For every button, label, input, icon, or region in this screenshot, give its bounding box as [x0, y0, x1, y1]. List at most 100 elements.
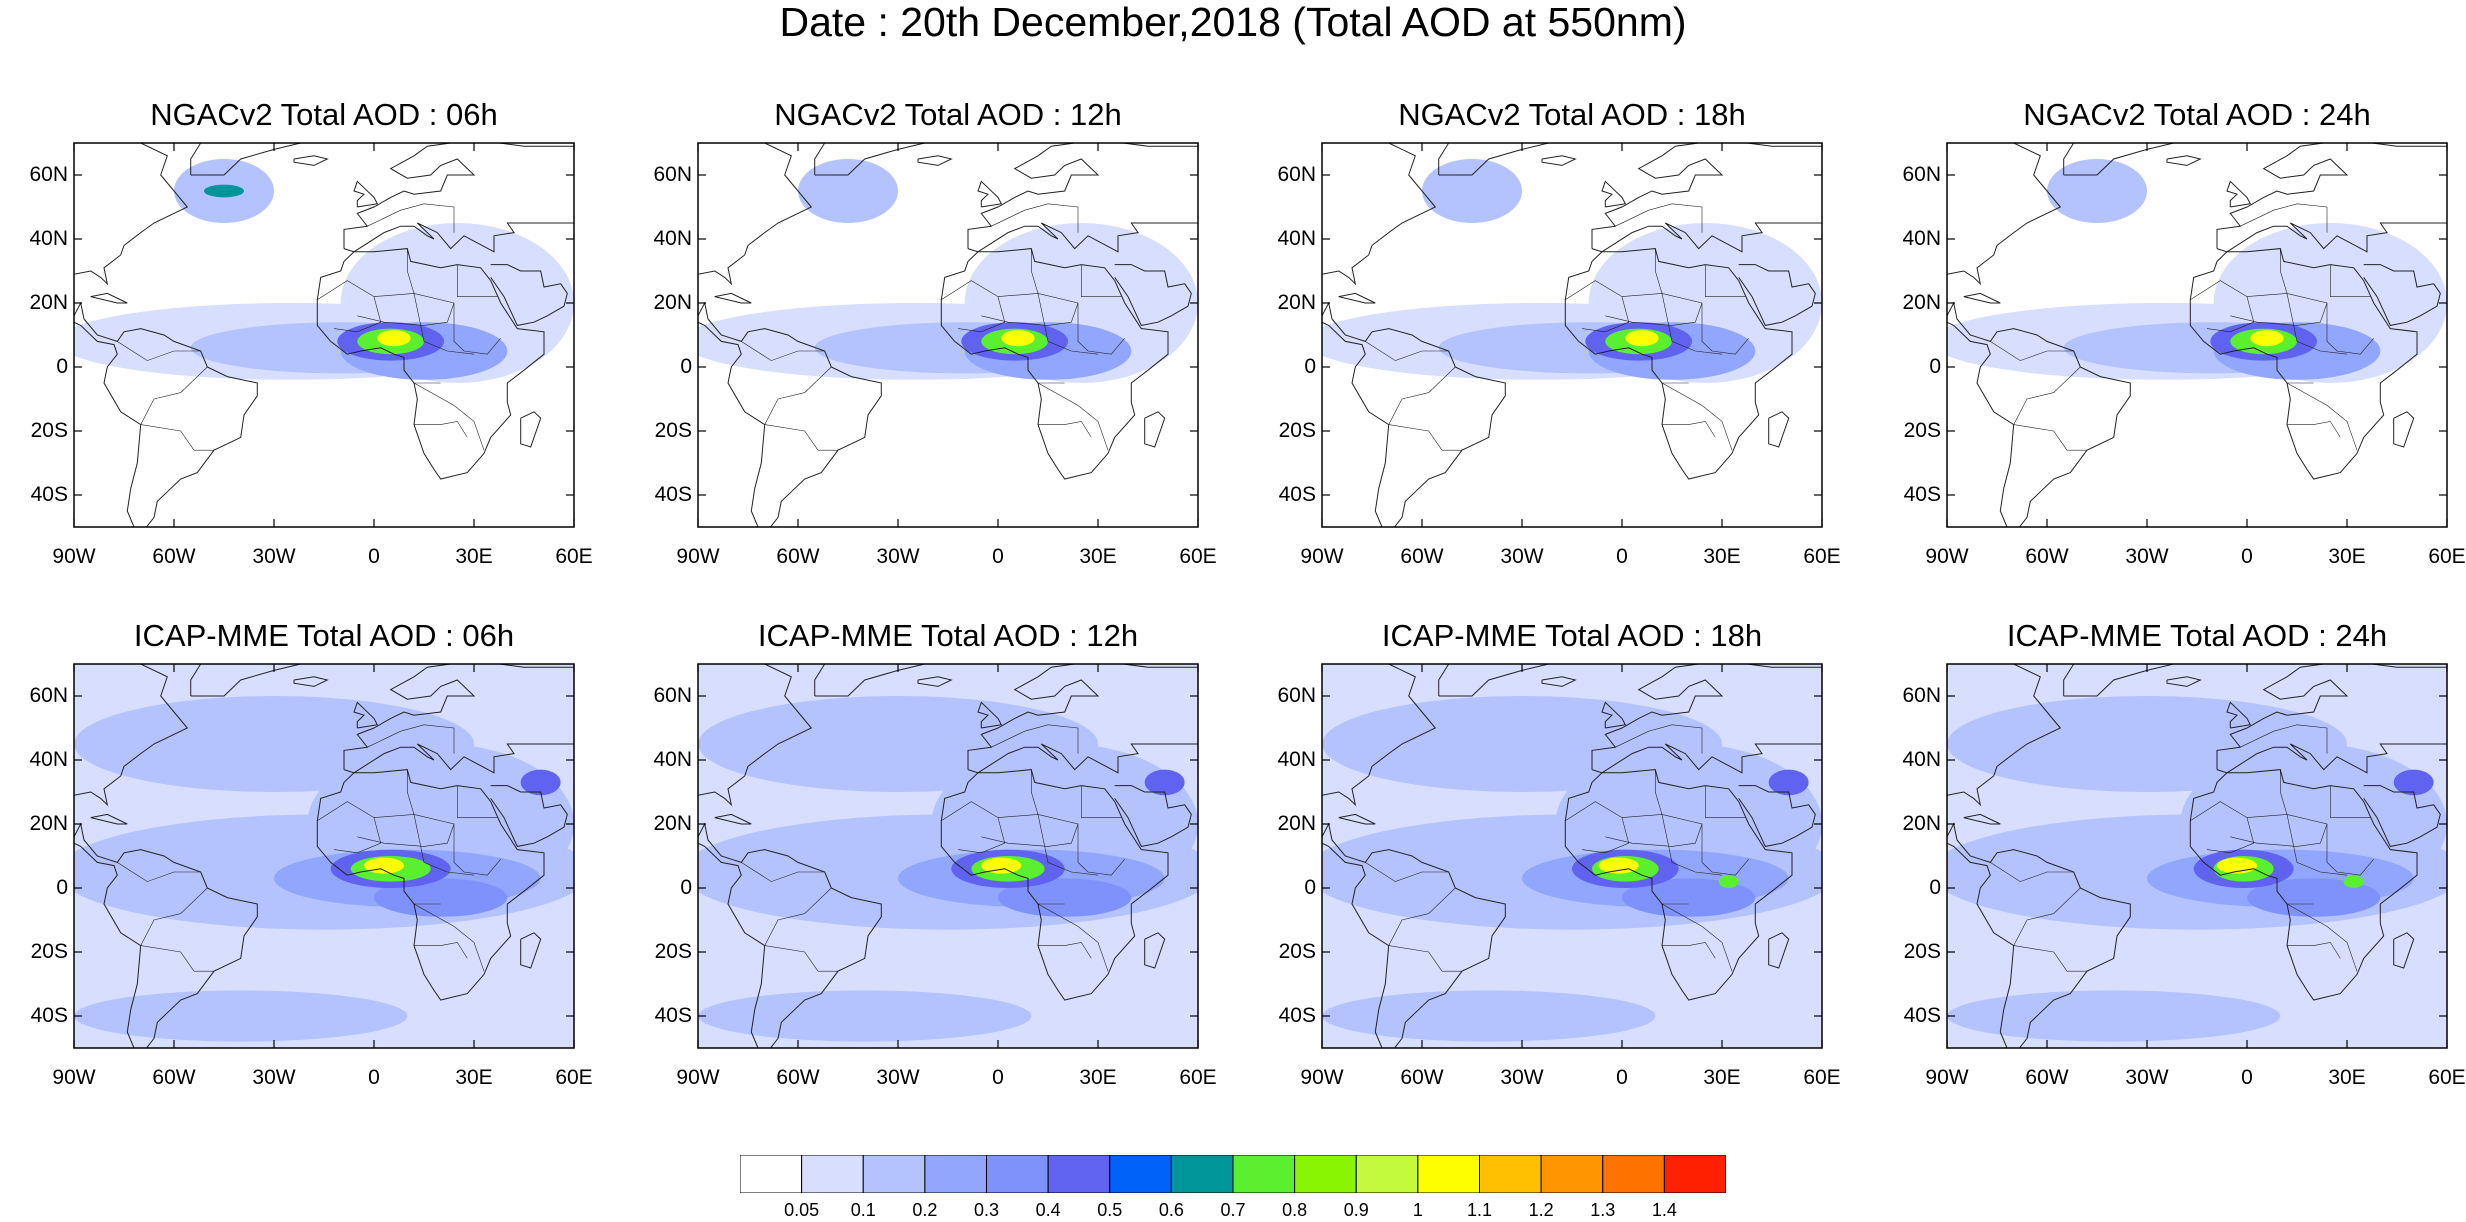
lon-tick-label: 30E: [2328, 545, 2366, 568]
country-border: [1615, 203, 1703, 233]
country-border: [413, 293, 475, 355]
coastline: [74, 822, 258, 1048]
lon-tick-label: 30W: [252, 545, 296, 568]
colorbar-label: 0.4: [1035, 1200, 1061, 1220]
colorbar: [740, 1155, 1726, 1193]
lon-tick-label: 30W: [1500, 1066, 1544, 1089]
lon-tick-label: 60E: [2428, 545, 2466, 568]
country-border: [1605, 823, 1703, 847]
country-border: [941, 801, 1079, 850]
lat-tick-label: 40S: [1278, 483, 1316, 506]
coastline: [316, 769, 545, 1001]
country-border: [1660, 382, 1733, 451]
country-border: [1661, 814, 1723, 876]
coastline: [490, 785, 568, 847]
lon-tick-label: 30E: [1703, 545, 1741, 568]
colorbar-swatch: [1355, 1155, 1419, 1193]
aod-map: [1321, 142, 1823, 528]
country-border: [1654, 769, 1663, 815]
aod-field: [1625, 330, 1659, 347]
lon-tick-label: 60E: [1179, 545, 1217, 568]
lon-tick-label: 60E: [2428, 1066, 2466, 1089]
aod-field: [1947, 696, 2347, 792]
country-border: [2240, 724, 2328, 754]
coastline: [814, 143, 925, 176]
lat-tick-label: 40N: [653, 748, 692, 771]
lat-tick-label: 40N: [29, 227, 68, 250]
coastline: [190, 664, 301, 697]
lat-tick-label: 0: [1929, 355, 1941, 378]
aod-map: [73, 142, 575, 528]
country-border: [1080, 785, 1122, 818]
coastline: [1947, 143, 2062, 286]
aod-map: [697, 663, 1199, 1049]
colorbar-swatch: [1294, 1155, 1357, 1193]
aod-field: [374, 878, 508, 917]
coastline: [714, 292, 752, 304]
map-panel: ICAP-MME Total AOD : 06h 60N 40N 20N 0 20S 40S…: [29, 618, 592, 1089]
map-panel: NGACv2 Total AOD : 24h 60N 40N 20N 0 20S 40S 90…: [1902, 97, 2465, 568]
country-border: [991, 203, 1079, 233]
aod-map: [1946, 142, 2448, 528]
lon-tick-label: 0: [2241, 545, 2253, 568]
coastline: [1144, 411, 1166, 448]
coastline: [293, 155, 329, 166]
country-border: [1662, 421, 1716, 438]
coastline: [2393, 932, 2415, 969]
coastline: [1541, 676, 1577, 687]
lon-tick-label: 90W: [676, 545, 720, 568]
lon-tick-label: 30E: [455, 545, 493, 568]
coastline: [1947, 664, 2062, 807]
country-border: [333, 296, 382, 333]
aod-field: [1598, 857, 1639, 874]
lon-tick-label: 60W: [776, 545, 820, 568]
country-border: [741, 341, 825, 361]
lat-tick-label: 40N: [1277, 748, 1316, 771]
lat-tick-label: 20N: [1277, 291, 1316, 314]
coastline: [293, 676, 329, 687]
colorbar-swatch: [1047, 1155, 1111, 1193]
country-border: [317, 801, 455, 850]
country-border: [1581, 817, 1630, 854]
coastline: [698, 143, 813, 286]
lon-tick-label: 0: [2241, 1066, 2253, 1089]
country-border: [117, 862, 201, 882]
coastline: [1738, 785, 1816, 847]
country-border: [2190, 280, 2328, 329]
coastline: [2216, 143, 2447, 249]
coastline: [74, 143, 189, 286]
lon-tick-label: 30W: [252, 1066, 296, 1089]
lat-tick-label: 60N: [29, 684, 68, 707]
coastline: [1144, 932, 1166, 969]
colorbar-swatch: [1479, 1155, 1542, 1193]
country-border: [1990, 341, 2074, 361]
country-border: [2013, 945, 2087, 972]
lon-tick-label: 30E: [2328, 1066, 2366, 1089]
country-border: [957, 817, 1006, 854]
lon-tick-label: 60E: [1803, 1066, 1841, 1089]
lon-tick-label: 60E: [1179, 1066, 1217, 1089]
country-border: [367, 724, 455, 754]
coastline: [1601, 180, 1627, 208]
colorbar-label: 1: [1412, 1200, 1423, 1220]
coastline: [967, 743, 1198, 774]
country-border: [2279, 769, 2288, 815]
aod-map: [1321, 663, 1823, 1049]
lon-tick-label: 90W: [52, 1066, 96, 1089]
map-frame: [73, 663, 575, 1049]
country-border: [764, 887, 832, 946]
coastline: [698, 301, 882, 527]
country-border: [357, 302, 455, 326]
map-frame: [697, 142, 1199, 528]
aod-field: [364, 857, 404, 874]
country-border: [1605, 302, 1703, 326]
lon-tick-label: 60W: [2025, 545, 2069, 568]
coastline: [343, 743, 574, 774]
lon-tick-label: 90W: [1925, 545, 1969, 568]
coastline: [1322, 664, 1437, 807]
coastline: [2226, 701, 2252, 729]
country-border: [140, 945, 214, 972]
coastline: [2226, 180, 2252, 208]
lon-tick-label: 90W: [52, 545, 96, 568]
lon-tick-label: 30W: [2125, 545, 2169, 568]
